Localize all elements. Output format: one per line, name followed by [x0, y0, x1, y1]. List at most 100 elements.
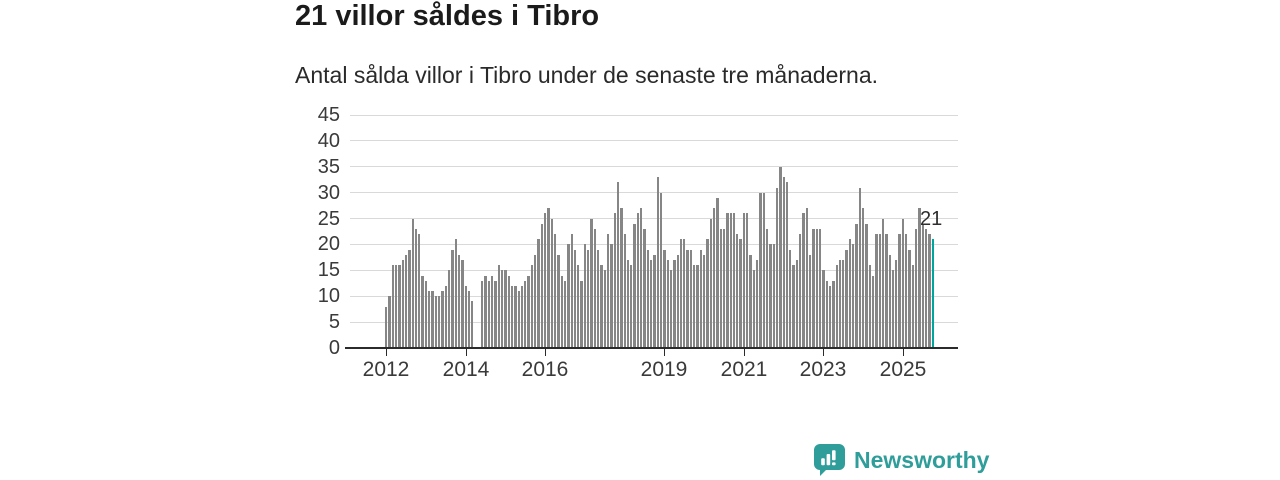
- bar: [799, 234, 802, 348]
- bar: [915, 228, 918, 348]
- bar: [471, 301, 474, 348]
- bar: [646, 249, 649, 348]
- bar: [759, 192, 762, 348]
- x-axis-label-2012: 2012: [362, 358, 410, 381]
- bar: [404, 254, 408, 348]
- bar: [497, 265, 500, 348]
- bar: [689, 249, 693, 348]
- bar: [630, 265, 633, 348]
- bar: [865, 223, 868, 348]
- bar: [772, 244, 775, 348]
- bar: [467, 291, 471, 348]
- bar: [928, 234, 931, 348]
- x-axis-label-2016: 2016: [521, 358, 569, 381]
- bar: [746, 213, 749, 348]
- bar: [616, 182, 620, 348]
- bar: [653, 254, 656, 348]
- newsworthy-logo-icon: [814, 444, 845, 476]
- bar: [623, 234, 626, 348]
- bar: [553, 234, 557, 348]
- bar: [825, 280, 828, 348]
- bar: [905, 234, 908, 348]
- bar: [587, 249, 590, 348]
- y-axis-label-20: 20: [317, 233, 340, 256]
- bar: [520, 285, 524, 348]
- bar: [517, 291, 520, 348]
- bar: [762, 192, 765, 348]
- bar: [537, 239, 540, 348]
- bar: [527, 275, 530, 348]
- bar: [650, 259, 653, 348]
- bar: [428, 291, 431, 348]
- highlight-bar: [931, 239, 934, 348]
- bar: [461, 259, 464, 348]
- bar: [514, 285, 517, 348]
- bar: [789, 249, 792, 348]
- bar: [431, 291, 434, 348]
- bar: [507, 275, 510, 348]
- bar: [729, 213, 732, 348]
- bar: [686, 249, 689, 348]
- bar: [709, 218, 712, 348]
- bar: [610, 244, 613, 348]
- bar: [782, 177, 785, 348]
- bar: [888, 254, 891, 348]
- bar: [606, 234, 610, 348]
- x-axis-label-2025: 2025: [879, 358, 927, 381]
- bar: [481, 280, 484, 348]
- bar: [812, 228, 815, 348]
- bar: [703, 254, 706, 348]
- bar: [563, 280, 567, 348]
- bar: [544, 213, 547, 348]
- bar: [673, 259, 676, 348]
- bar: [411, 218, 414, 348]
- bar: [706, 239, 709, 348]
- bar: [414, 228, 418, 348]
- plot-area: 21: [345, 114, 958, 356]
- bar: [540, 223, 543, 348]
- bar: [388, 296, 391, 348]
- bar: [749, 254, 752, 348]
- x-axis-label-2019: 2019: [640, 358, 688, 381]
- bar: [547, 208, 550, 348]
- bar: [408, 249, 411, 348]
- y-axis-label-45: 45: [317, 104, 340, 126]
- x-axis-label-2014: 2014: [442, 358, 490, 381]
- bar: [891, 270, 895, 348]
- bar: [855, 223, 858, 348]
- bar: [858, 187, 861, 348]
- bar: [924, 228, 928, 348]
- bar: [620, 208, 623, 348]
- bar: [487, 280, 490, 348]
- bar: [398, 265, 401, 348]
- bar: [603, 270, 606, 348]
- bar: [391, 265, 394, 348]
- y-axis-label-10: 10: [317, 285, 340, 308]
- bar: [726, 213, 729, 348]
- bar: [679, 239, 683, 348]
- bar: [570, 234, 573, 348]
- bar: [504, 270, 507, 348]
- bar: [742, 213, 746, 348]
- bar: [696, 265, 699, 348]
- bar: [716, 197, 719, 348]
- x-axis-tick-2016: [545, 349, 546, 356]
- bar: [918, 208, 921, 348]
- chart-subtitle: Antal sålda villor i Tibro under de sena…: [295, 62, 878, 88]
- bar: [636, 213, 640, 348]
- bar: [699, 249, 702, 348]
- bar: [441, 291, 444, 348]
- bar: [444, 285, 447, 348]
- gridline-20: [350, 243, 958, 245]
- bar: [881, 218, 885, 348]
- bar: [534, 254, 537, 348]
- bar: [626, 259, 630, 348]
- bar: [732, 213, 736, 348]
- bar: [683, 239, 686, 348]
- bar: [779, 166, 782, 348]
- bar: [577, 265, 580, 348]
- bar: [401, 259, 404, 348]
- bar: [785, 182, 789, 348]
- bar: [712, 208, 716, 348]
